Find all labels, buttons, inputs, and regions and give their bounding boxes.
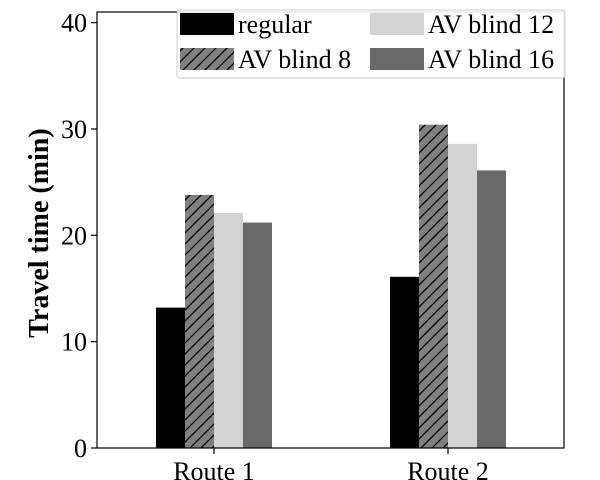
- legend-label-regular: regular: [238, 10, 312, 39]
- bar-av-blind-8-route-2: [419, 124, 448, 448]
- legend: regular AV blind 8 AV blind 12 AV blind 16: [176, 9, 566, 79]
- bars-layer: [156, 124, 506, 449]
- legend-label-av-blind-12: AV blind 12: [428, 10, 554, 39]
- legend-swatch-av-blind-8: [180, 48, 234, 70]
- y-axis-label: Travel time (min): [24, 128, 55, 337]
- bar-av-blind-8-route-1: [185, 194, 214, 448]
- legend-label-av-blind-16: AV blind 16: [428, 45, 554, 74]
- bar-av-blind-16-route-2: [477, 170, 506, 448]
- y-tick-label: 10: [61, 328, 87, 357]
- y-tick-label: 40: [61, 9, 87, 38]
- axes-layer: 0 10 20 30 40 Route 1 Route 2: [61, 9, 565, 480]
- x-tick-label: Route 2: [407, 457, 489, 480]
- bar-regular-route-1: [156, 307, 185, 448]
- bar-av-blind-12-route-2: [448, 143, 477, 449]
- bar-av-blind-12-route-1: [214, 212, 243, 448]
- bar-regular-route-2: [390, 276, 419, 448]
- y-tick-label: 30: [61, 115, 87, 144]
- legend-swatch-regular: [180, 13, 234, 35]
- x-tick-label: Route 1: [173, 457, 255, 480]
- legend-box: [176, 9, 566, 79]
- legend-label-av-blind-8: AV blind 8: [238, 45, 351, 74]
- y-tick-label: 20: [61, 221, 87, 250]
- y-tick-label: 0: [74, 434, 87, 463]
- legend-swatch-av-blind-16: [370, 48, 424, 70]
- bar-av-blind-16-route-1: [243, 222, 272, 448]
- legend-swatch-av-blind-12: [370, 13, 424, 35]
